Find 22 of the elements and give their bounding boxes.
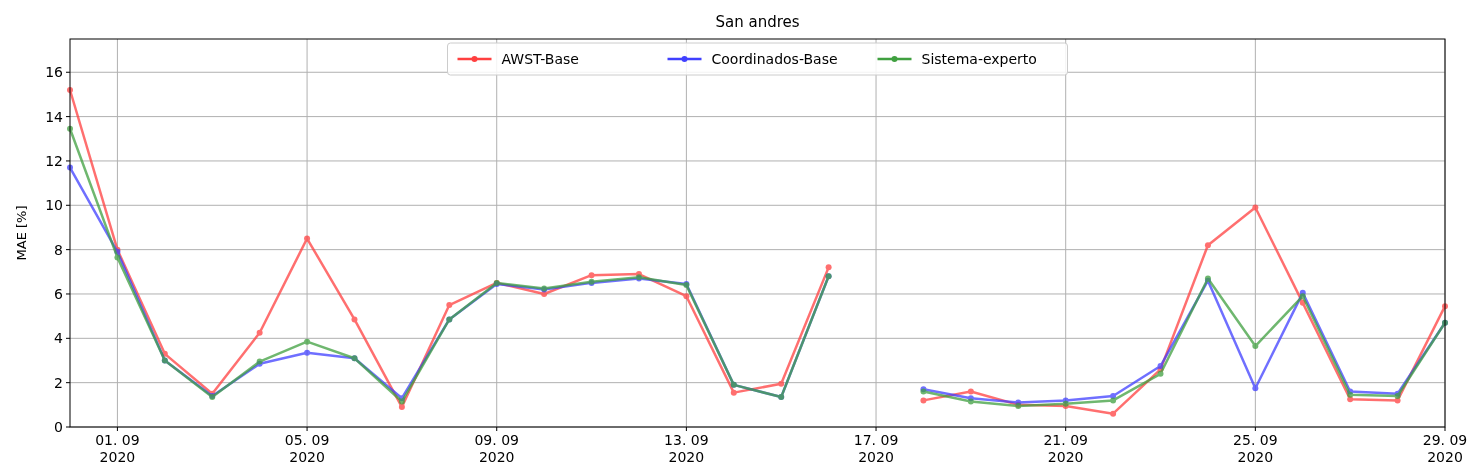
y-axis-title: MAE [%]	[14, 205, 29, 261]
legend-label: AWST-Base	[501, 50, 579, 67]
y-tick-label: 0	[54, 418, 63, 435]
x-tick-label: 01. 09 2020	[95, 432, 140, 465]
legend-label: Coordinados-Base	[711, 50, 838, 67]
y-tick-label: 6	[54, 285, 64, 302]
x-tick-label: 25. 09 2020	[1233, 432, 1278, 465]
x-tick-label: 09. 09 2020	[474, 432, 519, 465]
y-tick-label: 14	[45, 108, 64, 125]
y-tick-label: 4	[54, 330, 64, 347]
x-tick-label: 29. 09 2020	[1422, 432, 1468, 465]
y-tick-label: 8	[54, 241, 63, 258]
y-tick-label: 10	[45, 197, 63, 214]
y-tick-label: 2	[54, 374, 63, 391]
y-tick-label: 12	[45, 152, 63, 169]
x-tick-label: 05. 09 2020	[284, 432, 330, 465]
x-tick-label: 17. 09 2020	[853, 432, 899, 465]
legend-label: Sistema-experto	[921, 50, 1037, 67]
chart-title: San andres	[715, 13, 800, 31]
x-tick-label: 21. 09 2020	[1043, 432, 1088, 465]
y-tick-label: 16	[45, 64, 64, 81]
x-tick-label: 13. 09 2020	[664, 432, 709, 465]
